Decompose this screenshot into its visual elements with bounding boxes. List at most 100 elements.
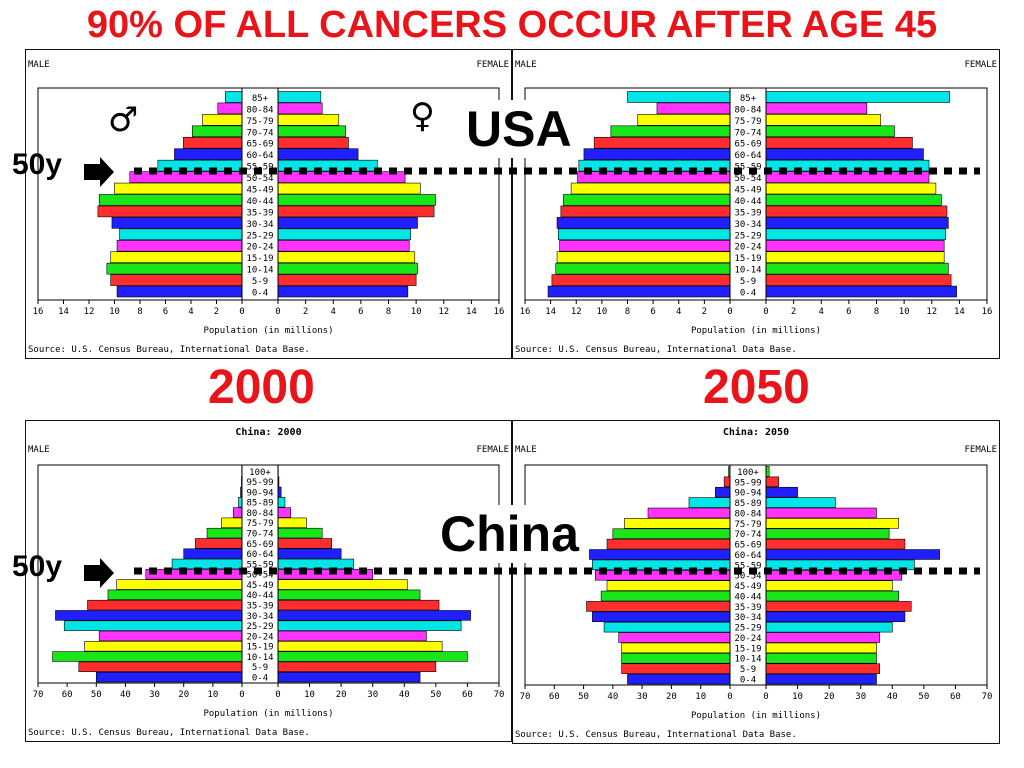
page-title: 90% OF ALL CANCERS OCCUR AFTER AGE 45 (86, 4, 938, 46)
tick-label-male: 10 (109, 307, 120, 317)
china-2050-chart: China: 2050 MALE FEMALE 0-4 5-9 10-14 15-19 20-… (512, 420, 1000, 744)
tick-label-female: 2 (303, 307, 308, 317)
tick-label-male: 16 (520, 307, 531, 317)
tick-label-female: 20 (336, 690, 347, 700)
tick-label-male: 0 (239, 307, 244, 317)
tick-label-male: 2 (214, 307, 219, 317)
age-group-label: 5-9 (252, 663, 268, 673)
tick-label-female: 50 (430, 690, 441, 700)
tick-label-female: 8 (386, 307, 391, 317)
arrow-right-icon-china (84, 558, 114, 588)
tick-label-female: 16 (982, 307, 993, 317)
age-group-label: 95-99 (246, 478, 273, 488)
tick-label-male: 70 (33, 690, 44, 700)
age-group-label: 55-59 (734, 561, 761, 571)
china-2000-svg: China: 2000 MALE FEMALE 0-45-910-1415-1920-… (28, 426, 509, 738)
plot-frame (524, 464, 988, 686)
tick-label-female: 70 (494, 690, 505, 700)
age-group-label: 20-24 (734, 243, 761, 253)
tick-label-male: 10 (695, 692, 706, 702)
age-group-label: 55-59 (246, 560, 273, 570)
chart-title: China: 2050 (723, 426, 789, 438)
age-group-label: 30-34 (734, 220, 761, 230)
tick-label-male: 40 (607, 692, 618, 702)
tick-label-female: 2 (791, 307, 796, 317)
age-group-label: 40-44 (246, 197, 273, 207)
male-label: MALE (28, 445, 50, 455)
tick-label-female: 6 (846, 307, 851, 317)
female-label: FEMALE (964, 60, 997, 70)
tick-label-male: 20 (666, 692, 677, 702)
tick-label-female: 30 (367, 690, 378, 700)
age-group-label: 30-34 (246, 612, 273, 622)
tick-label-male: 10 (596, 307, 607, 317)
age-group-label: 10-14 (246, 266, 273, 276)
age-group-label: 45-49 (246, 581, 273, 591)
age-group-label: 70-74 (734, 128, 761, 138)
tick-label-male: 50 (91, 690, 102, 700)
plot-frame (37, 87, 500, 301)
china-2050-svg: China: 2050 MALE FEMALE 0-45-910-1415-1920-… (515, 426, 997, 740)
age-group-label: 25-29 (734, 624, 761, 634)
age-group-label: 75-79 (246, 519, 273, 529)
age-group-label: 85-89 (734, 499, 761, 509)
tick-label-female: 20 (824, 692, 835, 702)
age-group-label: 90-94 (734, 489, 761, 499)
age-group-label: 0-4 (252, 289, 268, 299)
tick-label-female: 16 (494, 307, 505, 317)
tick-label-male: 16 (33, 307, 44, 317)
x-axis-label: Population (in millions) (203, 709, 333, 719)
age-group-label: 0-4 (252, 674, 268, 684)
age-group-label: 80-84 (246, 509, 273, 519)
tick-label-male: 4 (676, 307, 681, 317)
female-label: FEMALE (476, 445, 509, 455)
age-group-label: 100+ (737, 468, 759, 478)
tick-label-female: 60 (950, 692, 961, 702)
tick-label-male: 50 (578, 692, 589, 702)
age-group-label: 50-54 (246, 571, 273, 581)
tick-label-female: 50 (918, 692, 929, 702)
age-group-label: 35-39 (246, 602, 273, 612)
age-group-label: 100+ (249, 468, 271, 478)
year-2050-label: 2050 (703, 361, 810, 414)
x-axis-label: Population (in millions) (203, 326, 333, 336)
age-group-label: 50-54 (246, 174, 273, 184)
age-group-label: 75-79 (734, 117, 761, 127)
age-group-label: 60-64 (246, 550, 273, 560)
tick-label-male: 60 (62, 690, 73, 700)
tick-label-male: 8 (137, 307, 142, 317)
tick-label-male: 0 (727, 692, 732, 702)
age-group-label: 70-74 (734, 530, 761, 540)
age-group-label: 80-84 (734, 105, 761, 115)
male-label: MALE (28, 60, 50, 70)
source-note: Source: U.S. Census Bureau, Internationa… (28, 345, 310, 355)
age-group-label: 0-4 (740, 289, 756, 299)
age-group-label: 25-29 (246, 231, 273, 241)
tick-label-male: 2 (702, 307, 707, 317)
source-note: Source: U.S. Census Bureau, Internationa… (515, 345, 797, 355)
age-group-label: 40-44 (734, 592, 761, 602)
tick-label-male: 0 (239, 690, 244, 700)
male-symbol-icon: ♂ (108, 100, 139, 140)
female-symbol-icon: ♀ (410, 96, 435, 136)
tick-label-male: 8 (625, 307, 630, 317)
age-group-label: 0-4 (740, 676, 756, 686)
age-group-label: 80-84 (246, 105, 273, 115)
age-group-label: 15-19 (246, 254, 273, 264)
age-group-label: 45-49 (246, 186, 273, 196)
age-group-label: 35-39 (734, 208, 761, 218)
age-group-label: 70-74 (246, 530, 273, 540)
tick-label-female: 4 (819, 307, 824, 317)
source-note: Source: U.S. Census Bureau, Internationa… (28, 728, 310, 738)
tick-label-male: 10 (207, 690, 218, 700)
tick-label-male: 40 (120, 690, 131, 700)
age-group-label: 85+ (252, 94, 269, 104)
chart-title: China: 2000 (235, 426, 301, 438)
age-group-label: 10-14 (734, 655, 761, 665)
female-label: FEMALE (476, 60, 509, 70)
tick-label-female: 14 (954, 307, 965, 317)
age-group-label: 15-19 (734, 254, 761, 264)
